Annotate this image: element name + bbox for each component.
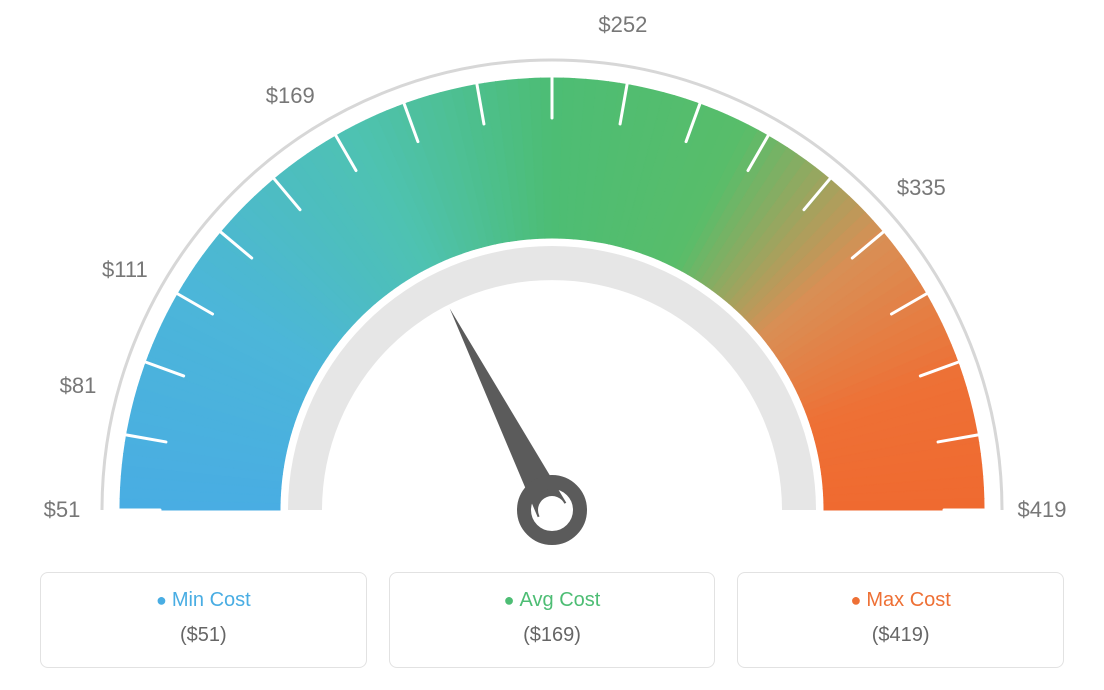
- legend-max: Max Cost ($419): [737, 572, 1064, 668]
- legend-min: Min Cost ($51): [40, 572, 367, 668]
- chart-container: $51 $81 $111 $169 $252 $335 $419 Min Cost ($51…: [0, 0, 1104, 690]
- gauge-tick-label: $419: [1018, 497, 1067, 523]
- gauge-tick-label: $51: [44, 497, 81, 523]
- gauge-area: $51 $81 $111 $169 $252 $335 $419: [0, 0, 1104, 560]
- gauge-tick-label: $111: [102, 257, 148, 283]
- legend-max-title: Max Cost: [748, 589, 1053, 612]
- legend-avg-value: ($169): [400, 624, 705, 647]
- gauge-tick-label: $81: [60, 373, 97, 399]
- legend-max-value: ($419): [748, 624, 1053, 647]
- legend-min-value: ($51): [51, 624, 356, 647]
- gauge-svg: [0, 0, 1104, 560]
- legend-row: Min Cost ($51) Avg Cost ($169) Max Cost …: [40, 572, 1064, 668]
- gauge-tick-label: $252: [598, 12, 647, 38]
- gauge-tick-label: $335: [897, 175, 946, 201]
- legend-avg: Avg Cost ($169): [389, 572, 716, 668]
- legend-min-title: Min Cost: [51, 589, 356, 612]
- gauge-tick-label: $169: [266, 83, 315, 109]
- legend-avg-title: Avg Cost: [400, 589, 705, 612]
